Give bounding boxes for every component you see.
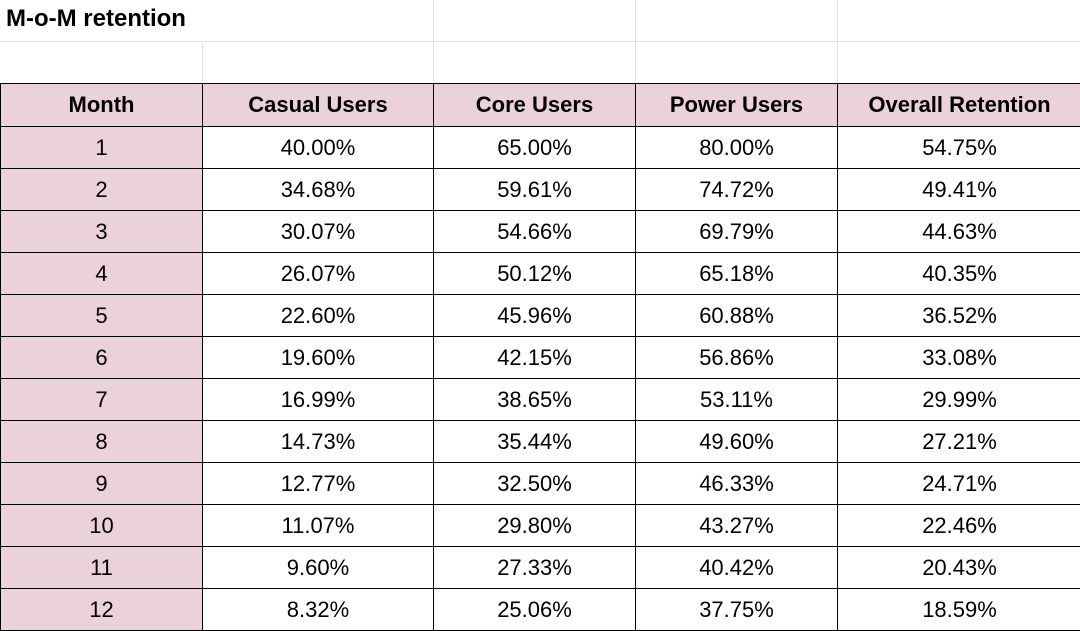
table-cell: 20.43% [837,546,1080,589]
row-header: 6 [0,336,203,379]
sheet-title: M-o-M retention [6,5,186,32]
table-cell: 53.11% [635,378,838,421]
table-cell: 49.41% [837,168,1080,211]
table-cell: 40.35% [837,252,1080,295]
column-header: Casual Users [202,83,434,127]
table-cell: 56.86% [635,336,838,379]
table-cell: 27.33% [433,546,636,589]
table-cell: 59.61% [433,168,636,211]
table-cell: 8.32% [202,588,434,631]
column-header: Power Users [635,83,838,127]
table-cell: 34.68% [202,168,434,211]
column-header: Overall Retention [837,83,1080,127]
row-header: 9 [0,462,203,505]
table-cell: 45.96% [433,294,636,337]
column-header: Month [0,83,203,127]
column-header: Core Users [433,83,636,127]
table-cell: 40.42% [635,546,838,589]
table-cell: 22.46% [837,504,1080,547]
row-header: 3 [0,210,203,253]
row-header: 8 [0,420,203,463]
table-cell: 11.07% [202,504,434,547]
table-cell: 38.65% [433,378,636,421]
table-cell: 40.00% [202,126,434,169]
table-cell: 19.60% [202,336,434,379]
table-cell: 50.12% [433,252,636,295]
table-cell: 36.52% [837,294,1080,337]
row-header: 11 [0,546,203,589]
row-header: 7 [0,378,203,421]
table-cell: 14.73% [202,420,434,463]
table-cell: 49.60% [635,420,838,463]
row-header: 12 [0,588,203,631]
table-cell: 43.27% [635,504,838,547]
table-cell: 18.59% [837,588,1080,631]
table-cell: 60.88% [635,294,838,337]
row-header: 2 [0,168,203,211]
grid-line [837,0,838,83]
table-cell: 27.21% [837,420,1080,463]
grid-line [635,0,636,83]
table-cell: 46.33% [635,462,838,505]
table-cell: 54.75% [837,126,1080,169]
table-cell: 26.07% [202,252,434,295]
table-cell: 25.06% [433,588,636,631]
table-cell: 9.60% [202,546,434,589]
table-cell: 42.15% [433,336,636,379]
table-cell: 74.72% [635,168,838,211]
table-cell: 16.99% [202,378,434,421]
table-cell: 69.79% [635,210,838,253]
table-cell: 80.00% [635,126,838,169]
table-cell: 30.07% [202,210,434,253]
table-cell: 54.66% [433,210,636,253]
table-cell: 65.00% [433,126,636,169]
table-cell: 22.60% [202,294,434,337]
table-cell: 24.71% [837,462,1080,505]
grid-line [202,41,203,83]
table-cell: 33.08% [837,336,1080,379]
table-cell: 29.99% [837,378,1080,421]
grid-line [0,41,1080,42]
table-cell: 29.80% [433,504,636,547]
row-header: 5 [0,294,203,337]
table-cell: 65.18% [635,252,838,295]
row-header: 1 [0,126,203,169]
table-cell: 37.75% [635,588,838,631]
table-cell: 44.63% [837,210,1080,253]
table-cell: 32.50% [433,462,636,505]
table-cell: 35.44% [433,420,636,463]
table-cell: 12.77% [202,462,434,505]
grid-line [433,0,434,83]
row-header: 4 [0,252,203,295]
row-header: 10 [0,504,203,547]
